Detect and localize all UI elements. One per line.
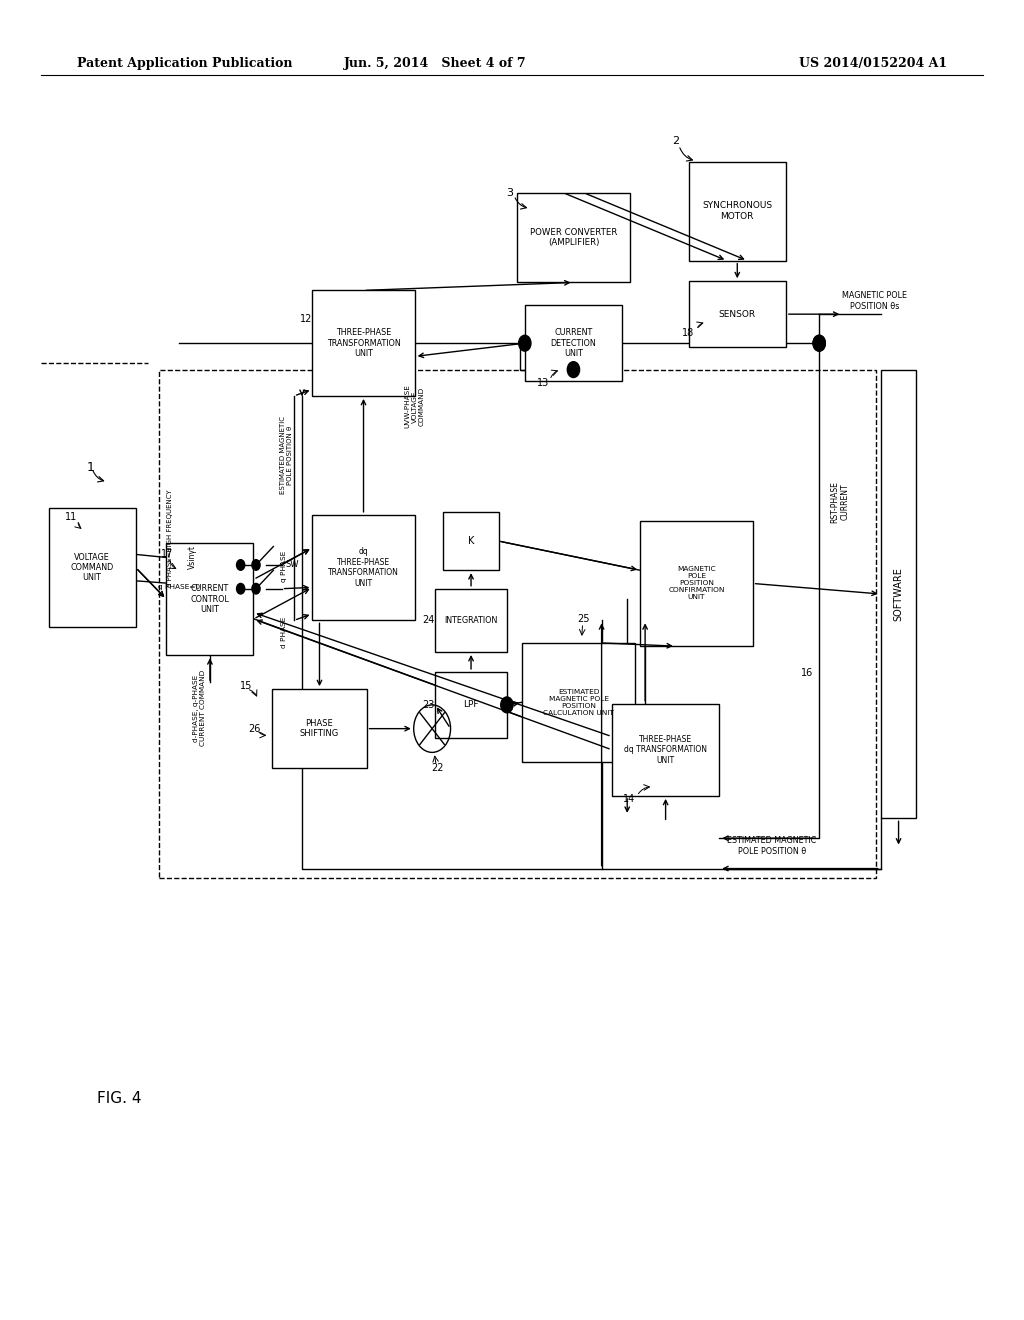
- Bar: [159, 370, 876, 878]
- Text: K: K: [468, 536, 474, 546]
- Text: d-PHASE, q-PHASE
CURRENT COMMAND: d-PHASE, q-PHASE CURRENT COMMAND: [194, 671, 206, 746]
- Text: 12: 12: [300, 314, 312, 325]
- Bar: [312, 290, 415, 396]
- Text: 23: 23: [422, 700, 434, 710]
- Bar: [517, 193, 630, 282]
- Text: 17: 17: [161, 549, 173, 560]
- Text: 26: 26: [248, 723, 260, 734]
- Text: Vsinγt: Vsinγt: [188, 545, 197, 569]
- Text: LPF: LPF: [463, 701, 479, 709]
- Circle shape: [813, 335, 825, 351]
- Text: THREE-PHASE
TRANSFORMATION
UNIT: THREE-PHASE TRANSFORMATION UNIT: [327, 329, 400, 358]
- Text: 16: 16: [801, 668, 813, 678]
- Text: RST-PHASE
CURRENT: RST-PHASE CURRENT: [830, 480, 849, 523]
- Bar: [48, 508, 135, 627]
- Text: ESTIMATED
MAGNETIC POLE
POSITION
CALCULATION UNIT: ESTIMATED MAGNETIC POLE POSITION CALCULA…: [543, 689, 614, 715]
- Circle shape: [252, 560, 260, 570]
- Bar: [640, 520, 753, 645]
- Text: INTEGRATION: INTEGRATION: [444, 616, 498, 624]
- Bar: [881, 370, 916, 818]
- Circle shape: [252, 583, 260, 594]
- Text: dq
THREE-PHASE
TRANSFORMATION
UNIT: dq THREE-PHASE TRANSFORMATION UNIT: [328, 548, 399, 587]
- Text: CURRENT
DETECTION
UNIT: CURRENT DETECTION UNIT: [551, 329, 596, 358]
- Text: ESTIMATED MAGNETIC
POLE POSITION θ: ESTIMATED MAGNETIC POLE POSITION θ: [281, 416, 293, 495]
- Bar: [166, 544, 254, 655]
- Text: MAGNETIC
POLE
POSITION
CONFIRMATION
UNIT: MAGNETIC POLE POSITION CONFIRMATION UNIT: [668, 566, 725, 601]
- Text: 24: 24: [422, 615, 434, 626]
- Text: 22: 22: [431, 763, 443, 774]
- Text: SENSOR: SENSOR: [719, 310, 756, 318]
- Text: 25: 25: [578, 614, 590, 624]
- Text: POWER CONVERTER
(AMPLIFIER): POWER CONVERTER (AMPLIFIER): [529, 228, 617, 247]
- Text: PHASE
SHIFTING: PHASE SHIFTING: [300, 719, 339, 738]
- Text: THREE-PHASE
dq TRANSFORMATION
UNIT: THREE-PHASE dq TRANSFORMATION UNIT: [624, 735, 708, 764]
- Circle shape: [501, 697, 513, 713]
- Bar: [272, 689, 367, 768]
- Text: SOFTWARE: SOFTWARE: [894, 568, 903, 620]
- Circle shape: [237, 583, 245, 594]
- Text: 11: 11: [65, 512, 77, 523]
- Bar: [525, 305, 623, 381]
- Circle shape: [237, 560, 245, 570]
- Text: q PHASE: q PHASE: [282, 550, 287, 582]
- Text: d PHASE: d PHASE: [282, 616, 287, 648]
- Text: 2: 2: [673, 136, 679, 147]
- Bar: [312, 515, 415, 620]
- Text: 15: 15: [240, 681, 252, 692]
- Bar: [522, 643, 635, 762]
- Bar: [442, 512, 500, 570]
- Bar: [612, 704, 719, 796]
- Text: ESTIMATED MAGNETIC
POLE POSITION θ: ESTIMATED MAGNETIC POLE POSITION θ: [727, 837, 816, 855]
- Text: 18: 18: [682, 327, 694, 338]
- Text: 13: 13: [537, 378, 549, 388]
- Text: UVW-PHASE
VOLTAGE
COMMAND: UVW-PHASE VOLTAGE COMMAND: [404, 384, 425, 429]
- Text: CURRENT
CONTROL
UNIT: CURRENT CONTROL UNIT: [190, 585, 229, 614]
- Text: SW: SW: [285, 561, 299, 569]
- Text: 3: 3: [507, 187, 513, 198]
- Text: d PHASE=HIGH FREQUENCY: d PHASE=HIGH FREQUENCY: [167, 490, 173, 587]
- Text: FIG. 4: FIG. 4: [97, 1090, 141, 1106]
- Bar: [435, 672, 507, 738]
- Circle shape: [519, 335, 531, 351]
- Text: 1: 1: [86, 461, 94, 474]
- Text: SYNCHRONOUS
MOTOR: SYNCHRONOUS MOTOR: [702, 202, 772, 220]
- Text: VOLTAGE
COMMAND
UNIT: VOLTAGE COMMAND UNIT: [71, 553, 114, 582]
- Circle shape: [567, 362, 580, 378]
- Text: q PHASE=0: q PHASE=0: [158, 585, 201, 590]
- Text: 14: 14: [623, 793, 635, 804]
- Text: MAGNETIC POLE
POSITION θs: MAGNETIC POLE POSITION θs: [842, 292, 907, 310]
- Text: Jun. 5, 2014   Sheet 4 of 7: Jun. 5, 2014 Sheet 4 of 7: [344, 57, 526, 70]
- Bar: [688, 162, 786, 261]
- Text: US 2014/0152204 A1: US 2014/0152204 A1: [799, 57, 947, 70]
- Circle shape: [813, 335, 825, 351]
- Bar: [688, 281, 786, 347]
- Bar: [435, 589, 507, 652]
- Text: Patent Application Publication: Patent Application Publication: [77, 57, 292, 70]
